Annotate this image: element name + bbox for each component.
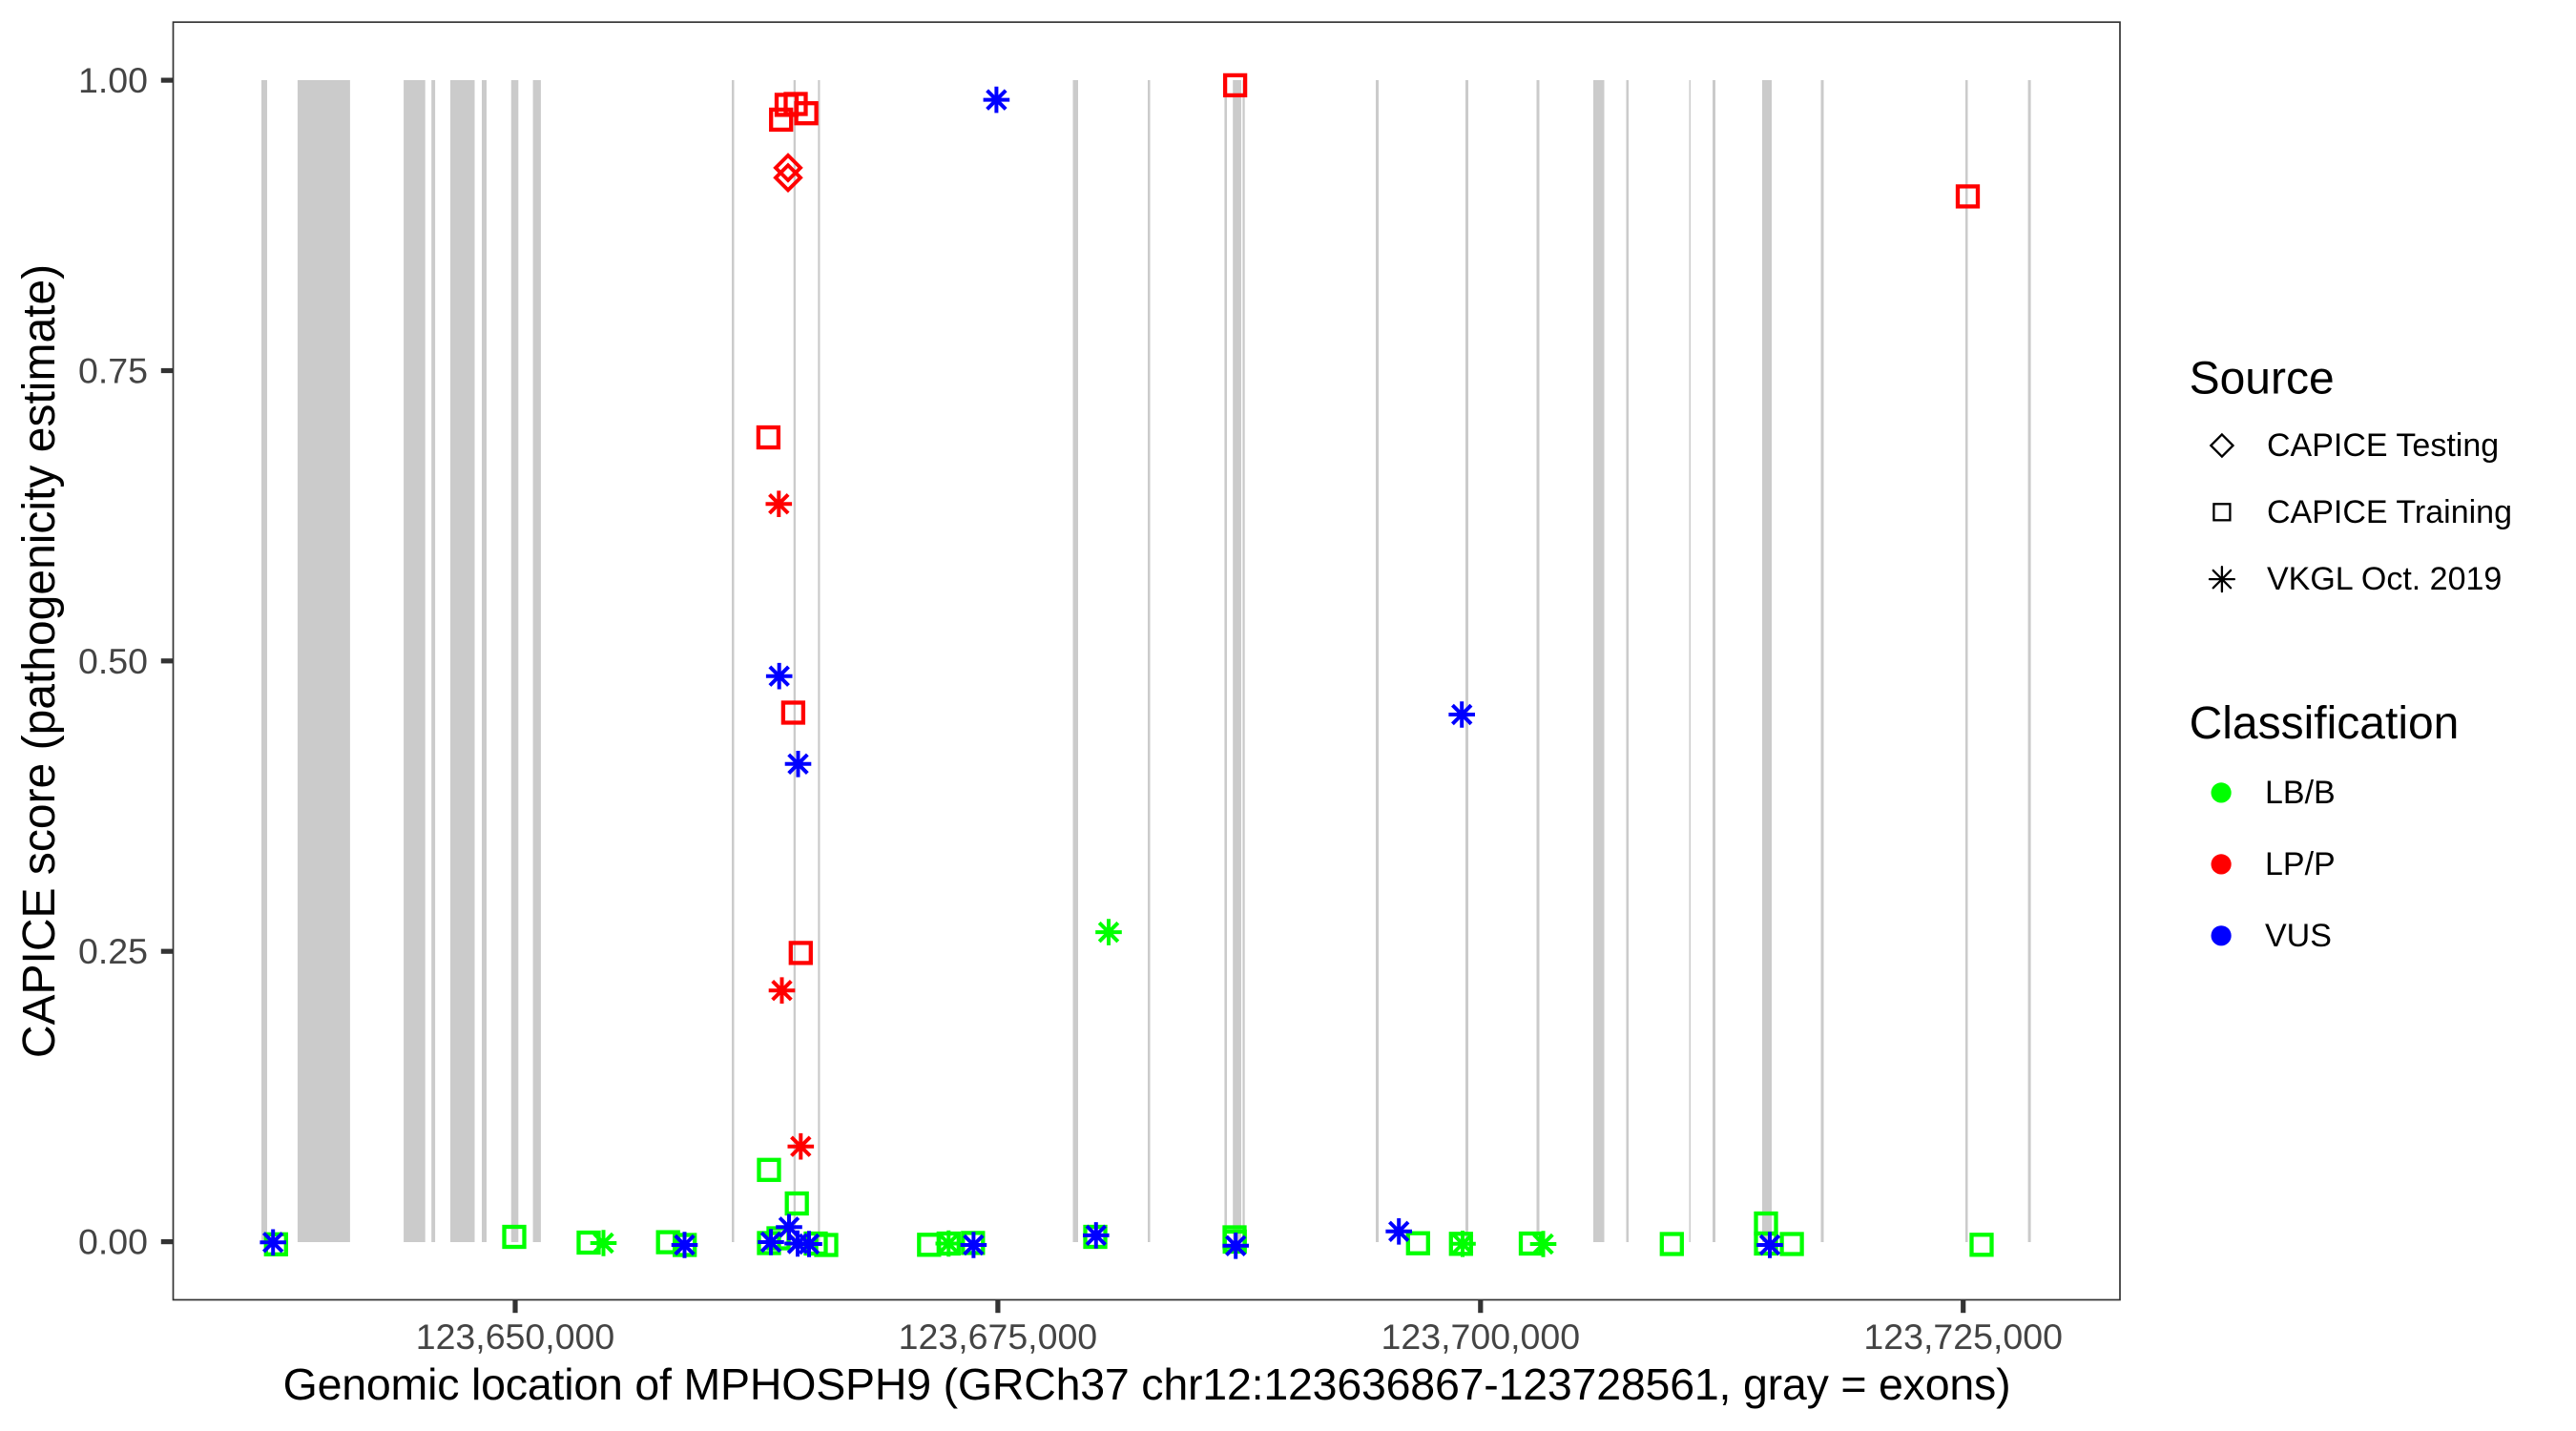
svg-text:Source: Source [2190,354,2335,404]
svg-text:0.25: 0.25 [78,931,148,971]
svg-text:Genomic location of MPHOSPH9 (: Genomic location of MPHOSPH9 (GRCh37 chr… [283,1359,2011,1409]
svg-text:123,675,000: 123,675,000 [899,1317,1098,1357]
svg-text:0.00: 0.00 [78,1222,148,1262]
svg-text:CAPICE Training: CAPICE Training [2267,494,2512,530]
svg-text:CAPICE Testing: CAPICE Testing [2267,427,2499,464]
svg-text:0.50: 0.50 [78,641,148,681]
svg-text:VUS: VUS [2265,918,2332,954]
svg-text:CAPICE score (pathogenicity es: CAPICE score (pathogenicity estimate) [14,264,65,1058]
svg-text:Classification: Classification [2190,698,2460,749]
svg-text:123,725,000: 123,725,000 [1863,1317,2063,1357]
svg-text:VKGL Oct. 2019: VKGL Oct. 2019 [2267,561,2502,597]
svg-text:0.75: 0.75 [78,351,148,391]
svg-text:LP/P: LP/P [2265,846,2336,882]
svg-text:LB/B: LB/B [2265,775,2336,811]
svg-text:123,700,000: 123,700,000 [1381,1317,1581,1357]
svg-text:123,650,000: 123,650,000 [416,1317,615,1357]
svg-text:1.00: 1.00 [78,60,148,100]
